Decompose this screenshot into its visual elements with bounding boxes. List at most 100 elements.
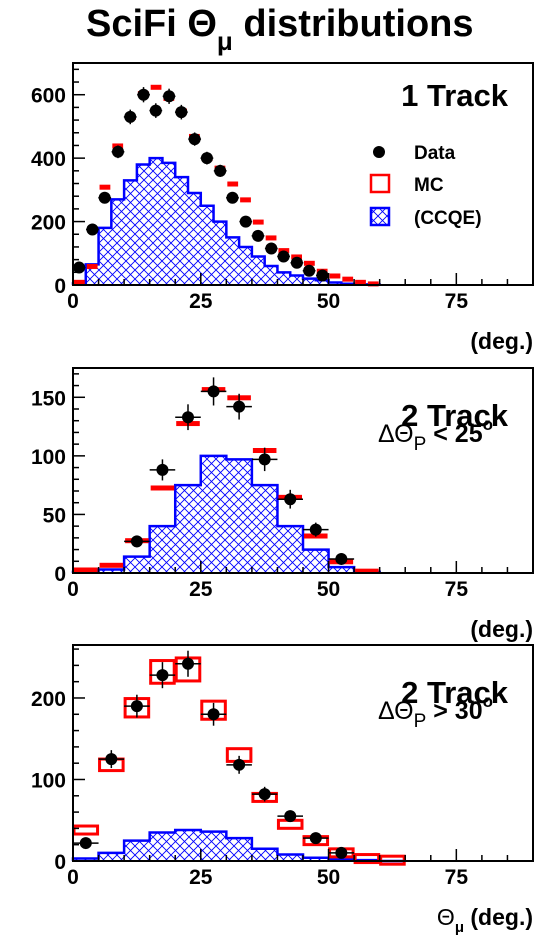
mc-bin — [355, 568, 379, 574]
data-point — [239, 215, 253, 228]
data-point — [124, 535, 150, 548]
ccqe-histogram — [71, 828, 406, 863]
legend-mc-marker — [369, 173, 391, 194]
y-tick-label: 0 — [54, 563, 66, 586]
mc-bin — [72, 824, 100, 836]
data-point — [277, 250, 290, 263]
data-point — [251, 229, 265, 242]
x-tick-label: 50 — [317, 578, 340, 601]
data-point — [213, 164, 227, 177]
data-point — [277, 489, 303, 509]
x-tick-label: 0 — [67, 578, 79, 601]
panel-cut-label: ΔΘP < 25o — [378, 415, 493, 455]
y-tick-label: 50 — [43, 504, 66, 527]
x-tick-label: 75 — [445, 866, 469, 889]
data-point — [111, 145, 125, 159]
data-point — [226, 191, 239, 204]
panel-label: 2 Track — [401, 675, 509, 710]
data-point — [175, 650, 201, 677]
data-point — [302, 264, 316, 277]
x-axis-label: Θμ (deg.) — [437, 904, 533, 936]
x-tick-label: 75 — [445, 578, 469, 601]
data-point — [200, 702, 227, 726]
data-point — [175, 404, 201, 431]
y-tick-label: 200 — [31, 212, 66, 235]
x-tick-label: 0 — [67, 290, 79, 313]
data-point — [251, 447, 278, 472]
data-point — [200, 151, 214, 165]
data-point — [251, 786, 278, 802]
data-point — [149, 662, 176, 689]
data-point — [98, 750, 125, 769]
data-point — [328, 846, 355, 859]
data-point — [149, 103, 163, 118]
data-point — [188, 132, 202, 146]
x-tick-label: 25 — [189, 866, 213, 889]
mc-bin — [74, 279, 85, 285]
y-tick-label: 200 — [31, 688, 66, 711]
x-axis-label: (deg.) — [470, 328, 533, 354]
x-tick-label: 25 — [189, 290, 213, 313]
data-point — [303, 522, 329, 537]
mc-bin — [227, 181, 239, 187]
data-point — [264, 242, 278, 255]
data-point — [73, 837, 99, 850]
mc-bin — [342, 276, 354, 282]
mc-bin — [353, 853, 381, 865]
data-point — [162, 88, 176, 104]
legend-data-marker — [373, 146, 385, 158]
y-tick-label: 0 — [54, 275, 66, 298]
x-tick-label: 0 — [67, 866, 79, 889]
mc-bin — [304, 260, 315, 266]
legend: Data MC (CCQE) — [369, 143, 482, 229]
y-tick-label: 400 — [31, 148, 66, 171]
y-tick-label: 100 — [31, 446, 66, 469]
data-point — [316, 269, 329, 282]
panel-label: 1 Track — [401, 78, 509, 113]
mc-bin — [74, 567, 98, 573]
ccqe-fill — [73, 830, 406, 861]
mc-bin — [252, 219, 264, 225]
panel-cut-label: ΔΘP > 30o — [378, 692, 493, 732]
mc-bin — [329, 273, 341, 279]
mc-bin — [99, 184, 111, 190]
legend-entry: Data — [414, 143, 456, 164]
data-point — [328, 552, 355, 565]
mc-bin — [240, 197, 251, 203]
data-point — [123, 109, 137, 125]
y-tick-label: 100 — [31, 769, 66, 792]
x-tick-label: 50 — [317, 866, 340, 889]
data-point — [226, 755, 252, 774]
ccqe-fill — [73, 455, 380, 573]
mc-bin — [99, 562, 124, 568]
x-tick-label: 25 — [189, 578, 213, 601]
x-tick-label: 75 — [445, 290, 469, 313]
y-tick-label: 0 — [54, 851, 66, 874]
chart-panel-1: 0 25 50 75 0 200 400 600 1 Track (deg.) Data MC (CCQ… — [31, 62, 534, 354]
legend-entry: MC — [414, 175, 444, 196]
panel-label: 2 Track — [401, 398, 509, 433]
data-point — [86, 223, 99, 236]
data-point — [200, 377, 227, 406]
mc-bin — [265, 235, 277, 241]
data-point — [72, 261, 86, 274]
mc-bin — [150, 84, 162, 90]
data-point — [174, 104, 188, 120]
y-tick-label: 150 — [31, 387, 66, 410]
x-axis-label: (deg.) — [470, 616, 533, 642]
mc-bin — [86, 263, 98, 269]
data-point — [124, 694, 150, 718]
x-tick-label: 50 — [317, 290, 340, 313]
y-tick-label: 600 — [31, 85, 66, 108]
data-point — [98, 191, 112, 204]
mc-bin — [355, 279, 366, 285]
data-point — [290, 256, 304, 269]
mc-bin — [367, 281, 379, 287]
data-point — [277, 810, 303, 823]
legend-entry: (CCQE) — [414, 208, 482, 229]
data-point — [137, 87, 150, 103]
data-point — [149, 459, 176, 481]
legend-ccqe-marker — [369, 206, 391, 227]
